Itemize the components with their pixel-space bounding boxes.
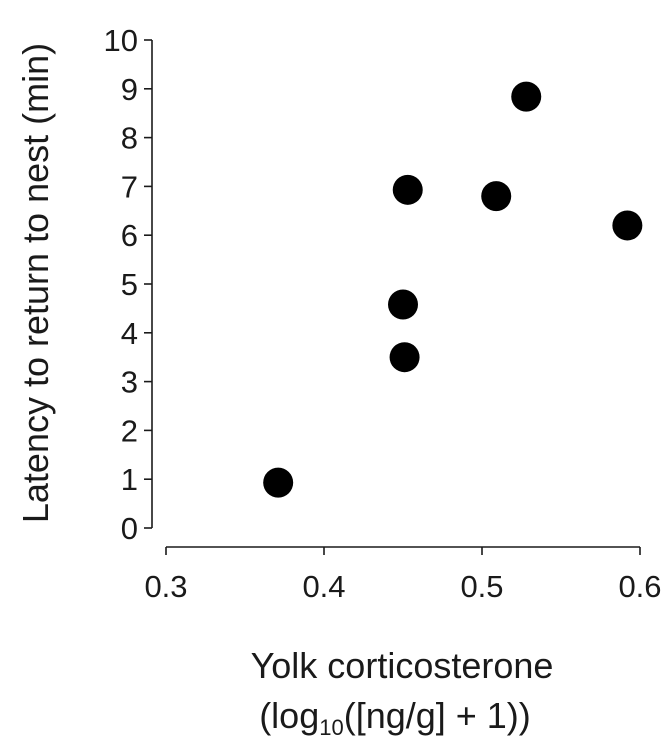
x-axis-title-subscript: 10 (319, 715, 343, 740)
x-tick-label: 0.4 (302, 569, 345, 604)
y-tick-label: 4 (121, 316, 138, 351)
x-axis-title-line2: (log10([ng/g] + 1)) (259, 695, 531, 740)
y-tick-label: 3 (121, 365, 138, 400)
data-points (263, 81, 643, 498)
data-point (263, 467, 294, 498)
y-tick-label: 8 (121, 121, 138, 156)
x-axis-title-line1: Yolk corticosterone (251, 645, 554, 686)
y-axis: 0 1 2 3 4 5 6 7 8 9 10 (104, 23, 153, 546)
x-axis-title-prefix: (log (259, 695, 319, 736)
y-tick-label: 6 (121, 218, 138, 253)
y-tick-label: 5 (121, 267, 138, 302)
y-axis-title: Latency to return to nest (min) (15, 43, 56, 523)
data-point (511, 81, 542, 112)
data-point (612, 210, 643, 241)
x-axis-title-suffix: ([ng/g] + 1)) (344, 695, 531, 736)
x-tick-label: 0.5 (460, 569, 503, 604)
y-tick-label: 0 (121, 511, 138, 546)
y-tick-label: 7 (121, 169, 138, 204)
data-point (392, 174, 423, 205)
x-tick-label: 0.6 (618, 569, 661, 604)
y-tick-label: 10 (104, 23, 138, 58)
x-tick-label: 0.3 (144, 569, 187, 604)
x-axis: 0.3 0.4 0.5 0.6 (144, 546, 662, 604)
y-tick-label: 9 (121, 72, 138, 107)
data-point (388, 289, 418, 320)
data-point (389, 342, 420, 373)
y-tick-label: 1 (121, 462, 138, 497)
y-tick-label: 2 (121, 413, 138, 448)
data-point (481, 181, 512, 212)
